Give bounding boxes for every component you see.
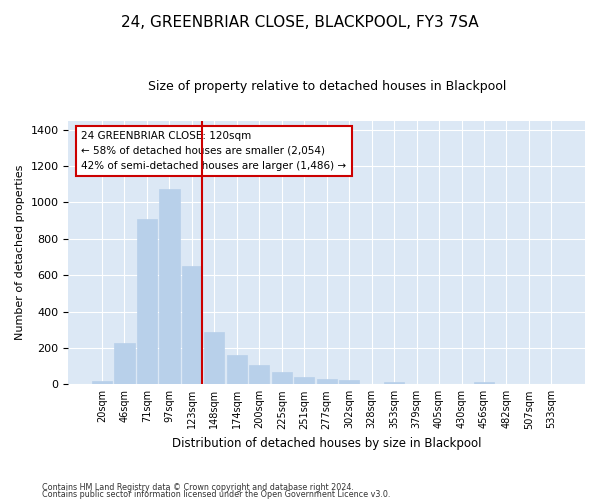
Bar xyxy=(384,382,404,384)
Y-axis label: Number of detached properties: Number of detached properties xyxy=(15,164,25,340)
Bar xyxy=(294,378,314,384)
Bar xyxy=(204,332,224,384)
Bar xyxy=(137,219,157,384)
Bar xyxy=(249,365,269,384)
Bar xyxy=(474,382,494,384)
Bar xyxy=(339,380,359,384)
Bar xyxy=(159,189,179,384)
Bar xyxy=(272,372,292,384)
Text: Contains HM Land Registry data © Crown copyright and database right 2024.: Contains HM Land Registry data © Crown c… xyxy=(42,484,354,492)
Bar xyxy=(227,355,247,384)
Bar xyxy=(115,344,134,384)
Title: Size of property relative to detached houses in Blackpool: Size of property relative to detached ho… xyxy=(148,80,506,93)
Bar xyxy=(182,266,202,384)
Text: Contains public sector information licensed under the Open Government Licence v3: Contains public sector information licen… xyxy=(42,490,391,499)
Text: 24 GREENBRIAR CLOSE: 120sqm
← 58% of detached houses are smaller (2,054)
42% of : 24 GREENBRIAR CLOSE: 120sqm ← 58% of det… xyxy=(82,131,346,170)
Text: 24, GREENBRIAR CLOSE, BLACKPOOL, FY3 7SA: 24, GREENBRIAR CLOSE, BLACKPOOL, FY3 7SA xyxy=(121,15,479,30)
Bar xyxy=(317,379,337,384)
X-axis label: Distribution of detached houses by size in Blackpool: Distribution of detached houses by size … xyxy=(172,437,481,450)
Bar xyxy=(92,381,112,384)
